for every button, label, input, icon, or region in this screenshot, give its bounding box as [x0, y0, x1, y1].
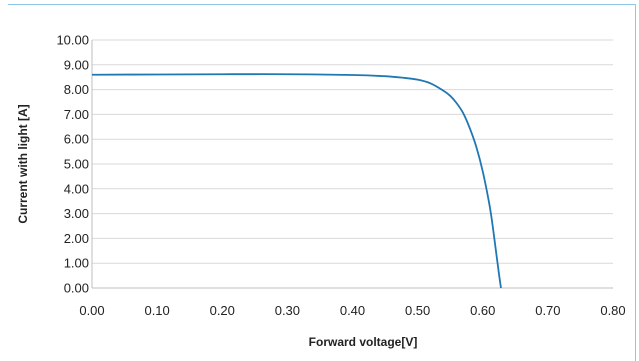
- y-tick-label-8: 8.00: [64, 82, 89, 97]
- y-axis-title: Current with light [A]: [16, 104, 30, 223]
- axes: [91, 40, 613, 289]
- series-layer: [91, 73, 502, 289]
- y-tick-label-0: 0.00: [64, 281, 89, 296]
- x-tick-label-4: 0.40: [340, 303, 365, 318]
- x-tick-label-0: 0.00: [79, 303, 104, 318]
- grid-lines: [92, 39, 613, 264]
- x-tick-label-3: 0.30: [275, 303, 300, 318]
- y-tick-label-3: 3.00: [64, 206, 89, 221]
- x-tick-label-1: 0.10: [144, 303, 169, 318]
- y-tick-label-1: 1.00: [64, 256, 89, 271]
- chart-frame-top-border: [8, 4, 636, 5]
- x-tick-label-8: 0.80: [600, 303, 625, 318]
- y-tick-label-4: 4.00: [64, 181, 89, 196]
- y-tick-label-6: 6.00: [64, 132, 89, 147]
- y-tick-label-10: 10.00: [56, 33, 89, 48]
- y-tick-label-5: 5.00: [64, 157, 89, 172]
- x-tick-label-5: 0.50: [405, 303, 430, 318]
- chart-frame-right-border: [635, 4, 636, 361]
- y-tick-label-7: 7.00: [64, 107, 89, 122]
- x-axis-title: Forward voltage[V]: [309, 335, 418, 349]
- y-tick-label-9: 9.00: [64, 57, 89, 72]
- x-tick-label-7: 0.70: [535, 303, 560, 318]
- y-tick-label-2: 2.00: [64, 231, 89, 246]
- x-tick-label-6: 0.60: [470, 303, 495, 318]
- x-tick-labels: 0.00 0.10 0.20 0.30 0.40 0.50 0.60 0.70 0.80: [79, 303, 625, 318]
- series-line-0: [91, 73, 502, 289]
- x-tick-label-2: 0.20: [210, 303, 235, 318]
- y-tick-labels: 0.00 1.00 2.00 3.00 4.00 5.00 6.00 7.00 8.00 9.00…: [56, 33, 89, 296]
